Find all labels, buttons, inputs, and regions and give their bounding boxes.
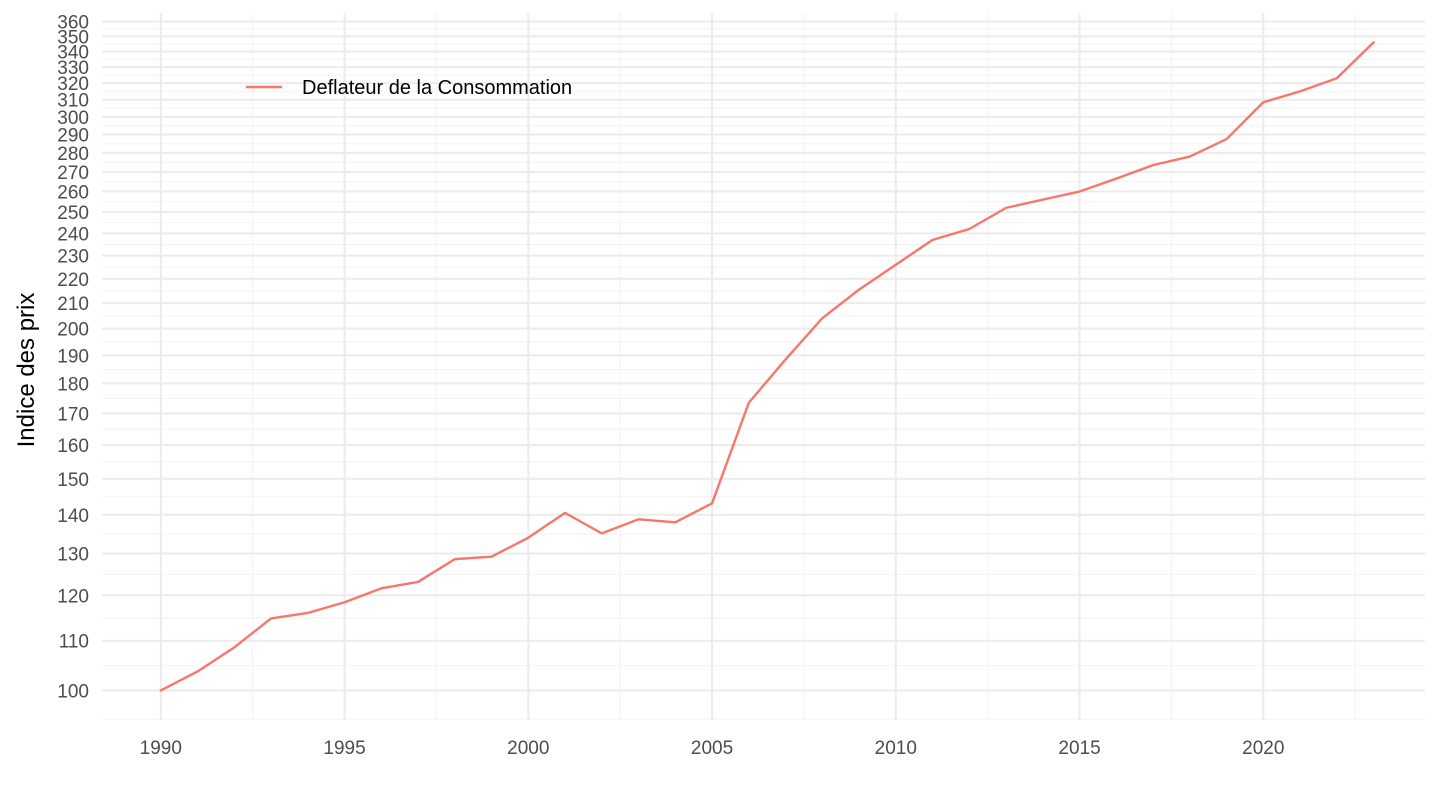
y-tick-label: 260 — [57, 183, 89, 204]
x-tick-label: 2010 — [875, 738, 917, 759]
y-tick-label: 250 — [57, 203, 89, 224]
y-axis-title: Indice des prix — [13, 293, 40, 448]
grid-layer — [102, 13, 1425, 720]
x-tick-label: 2000 — [507, 738, 549, 759]
y-tick-label: 180 — [57, 375, 89, 396]
y-tick-label: 120 — [57, 586, 89, 607]
series-layer — [159, 41, 1375, 692]
x-tick-label: 1990 — [140, 738, 182, 759]
y-tick-label: 360 — [57, 13, 89, 34]
y-tick-label: 270 — [57, 163, 89, 184]
y-tick-label: 140 — [57, 506, 89, 527]
y-tick-label: 110 — [59, 632, 89, 653]
y-tick-label: 340 — [57, 42, 89, 63]
y-tick-label: 320 — [57, 74, 89, 95]
y-tick-label: 290 — [57, 126, 89, 147]
y-tick-label: 310 — [57, 91, 89, 112]
y-tick-label: 230 — [57, 247, 89, 268]
x-axis-tick-labels: 1990 1995 2000 2005 2010 2015 2020 — [140, 738, 1285, 759]
y-axis-tick-labels: 1001101201301401501601701801902002102202… — [57, 13, 89, 703]
x-tick-label: 2020 — [1242, 738, 1284, 759]
x-tick-label: 2015 — [1058, 738, 1100, 759]
y-tick-label: 170 — [57, 404, 89, 425]
y-tick-label: 130 — [57, 544, 89, 565]
y-tick-label: 200 — [57, 320, 89, 341]
y-tick-label: 150 — [57, 470, 89, 491]
series-line-deflateur — [159, 41, 1375, 692]
y-tick-label: 240 — [57, 224, 89, 245]
y-tick-label: 330 — [57, 58, 89, 79]
y-tick-label: 210 — [57, 294, 89, 315]
y-tick-label: 100 — [57, 681, 89, 702]
y-tick-label: 300 — [57, 108, 89, 129]
y-tick-label: 350 — [57, 27, 89, 48]
y-tick-label: 160 — [57, 436, 89, 457]
x-tick-label: 2005 — [691, 738, 733, 759]
y-tick-label: 280 — [57, 144, 89, 165]
legend: Deflateur de la Consommation — [246, 77, 572, 99]
x-tick-label: 1995 — [323, 738, 365, 759]
y-tick-label: 190 — [57, 346, 89, 367]
legend-entry-label: Deflateur de la Consommation — [302, 77, 572, 99]
y-tick-label: 220 — [57, 270, 89, 291]
